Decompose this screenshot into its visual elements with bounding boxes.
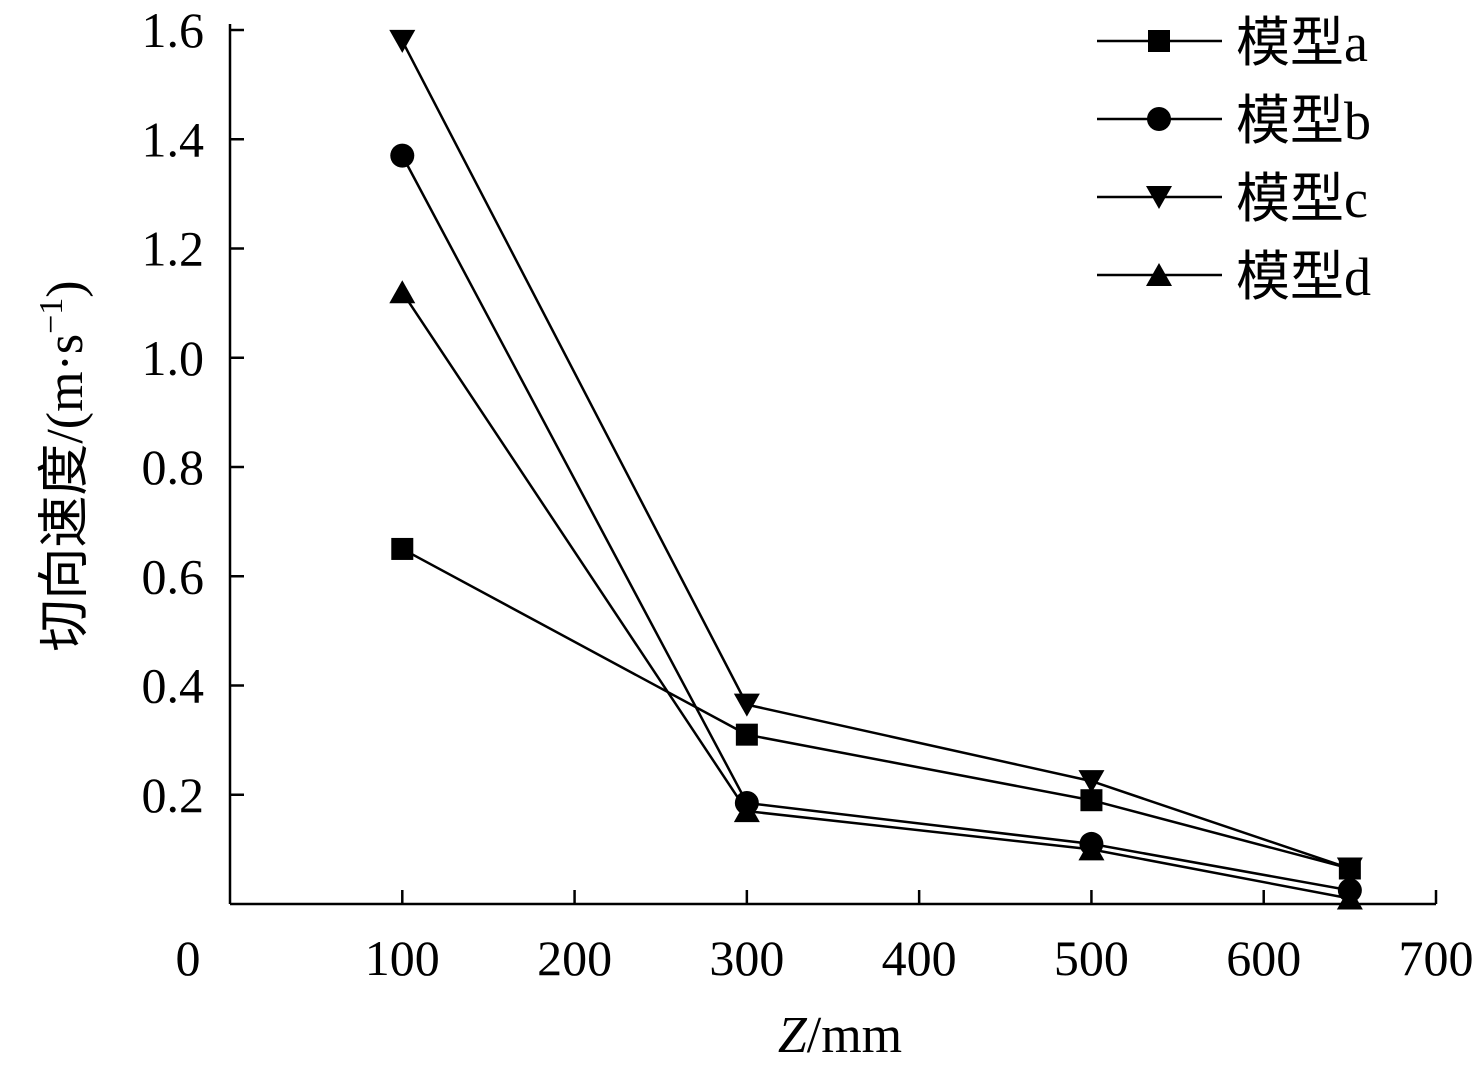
x-tick-label: 500 — [1054, 930, 1129, 986]
data-point-triangle-down — [733, 693, 760, 717]
axes: 0 100 200 300 400 500 600 700 0.2 0.4 0.6 0.8 1.0 1.2… — [142, 2, 1474, 986]
x-axis-title-unit: /mm — [807, 1007, 902, 1064]
legend-marker-circle — [1147, 107, 1171, 131]
x-tick-label: 600 — [1226, 930, 1301, 986]
series-line — [401, 40, 1351, 870]
legend-item: 模型b — [1097, 91, 1371, 151]
y-tick-label: 0.6 — [142, 548, 205, 604]
y-axis-title-superscript: −1 — [33, 298, 70, 334]
y-axis-title-main: 切向速度/(m·s — [37, 334, 94, 652]
data-point-triangle-up — [733, 799, 760, 823]
legend-marker-triangle-up — [1146, 263, 1172, 286]
data-point-square — [391, 537, 414, 560]
data-point-triangle-up — [1336, 886, 1363, 910]
series-line — [401, 547, 1351, 870]
x-axis-title-italic: Z — [778, 1007, 808, 1064]
y-tick-label: 0.2 — [142, 767, 205, 823]
series-line — [401, 155, 1351, 892]
data-point-triangle-up — [389, 280, 416, 304]
y-tick-label: 1.0 — [142, 330, 205, 386]
legend-marker-square — [1148, 30, 1170, 52]
legend-label: 模型c — [1236, 169, 1368, 229]
series-line — [401, 291, 1351, 900]
legend: 模型a 模型b 模型c 模型d — [1097, 13, 1371, 307]
y-axis-title: 切向速度/(m·s−1) — [33, 280, 94, 651]
y-tick-label: 0.4 — [142, 658, 205, 714]
series-4 — [389, 280, 1363, 910]
y-tick-label: 1.4 — [142, 111, 205, 167]
x-tick-label: 300 — [709, 930, 784, 986]
x-tick-label: 100 — [365, 930, 440, 986]
legend-label: 模型a — [1236, 13, 1368, 73]
x-tick-label: 700 — [1399, 930, 1474, 986]
data-point-square — [735, 723, 758, 746]
series-1 — [391, 537, 1361, 880]
x-tick-label: 0 — [176, 930, 201, 986]
data-point-triangle-down — [389, 29, 416, 53]
series-3 — [389, 29, 1363, 881]
y-tick-label: 1.2 — [142, 221, 205, 277]
legend-marker-triangle-down — [1146, 186, 1172, 209]
data-point-triangle-down — [1078, 770, 1105, 794]
series-layer — [389, 29, 1363, 910]
y-axis-title-close: ) — [37, 280, 94, 297]
y-tick-label: 0.8 — [142, 439, 205, 495]
legend-label: 模型b — [1236, 91, 1371, 151]
y-tick-label: 1.6 — [142, 2, 205, 58]
x-axis-title: Z/mm — [778, 1007, 902, 1064]
data-point-circle — [390, 143, 415, 168]
series-2 — [390, 143, 1362, 903]
legend-item: 模型c — [1097, 169, 1368, 229]
data-point-triangle-down — [1336, 857, 1363, 881]
x-tick-label: 400 — [882, 930, 957, 986]
data-point-triangle-up — [1078, 837, 1105, 861]
legend-item: 模型a — [1097, 13, 1368, 73]
x-tick-label: 200 — [537, 930, 612, 986]
legend-label: 模型d — [1236, 247, 1371, 307]
legend-item: 模型d — [1097, 247, 1371, 307]
data-point-square — [1080, 789, 1103, 812]
